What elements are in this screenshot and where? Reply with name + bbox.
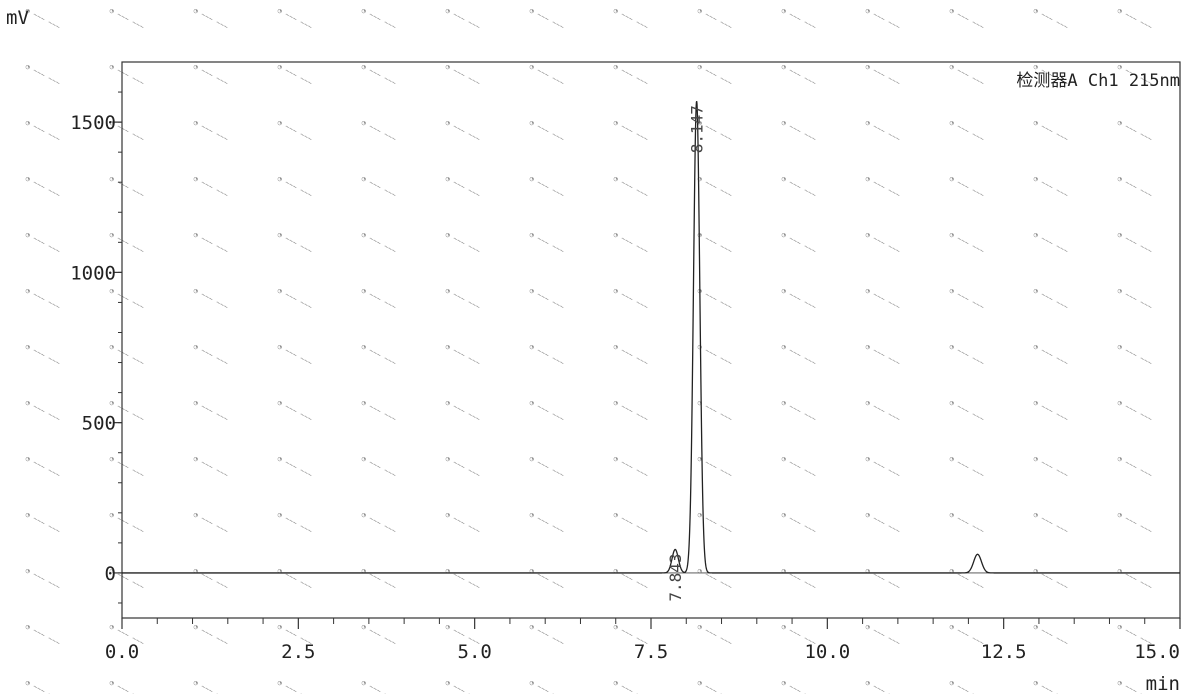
x-tick-label: 12.5: [981, 641, 1027, 663]
y-tick-label: 1500: [70, 112, 116, 134]
x-axis-unit-label: min: [1146, 673, 1180, 694]
y-axis-unit-label: mV: [6, 7, 29, 29]
x-tick-label: 15.0: [1134, 641, 1180, 663]
y-tick-label: 500: [82, 413, 116, 435]
x-tick-label: 2.5: [281, 641, 315, 663]
x-tick-label: 5.0: [458, 641, 492, 663]
y-tick-label: 1000: [70, 262, 116, 284]
x-tick-label: 10.0: [804, 641, 850, 663]
detector-channel-label: 检测器A Ch1 215nm: [1016, 71, 1180, 91]
x-axis: 0.0 2.5 5.0 7.5 10.0 12.5 15.0: [105, 618, 1181, 663]
x-tick-label: 0.0: [105, 641, 139, 663]
peak-retention-label: 7.843: [666, 553, 685, 601]
chromatogram-trace: [122, 100, 1180, 574]
y-tick-label: 0: [105, 563, 116, 585]
y-axis: 0 500 1000 1500: [70, 91, 122, 604]
peak-labels: 7.843 8.147: [666, 105, 706, 602]
x-tick-label: 7.5: [634, 641, 668, 663]
peak-retention-label: 8.147: [688, 105, 707, 153]
